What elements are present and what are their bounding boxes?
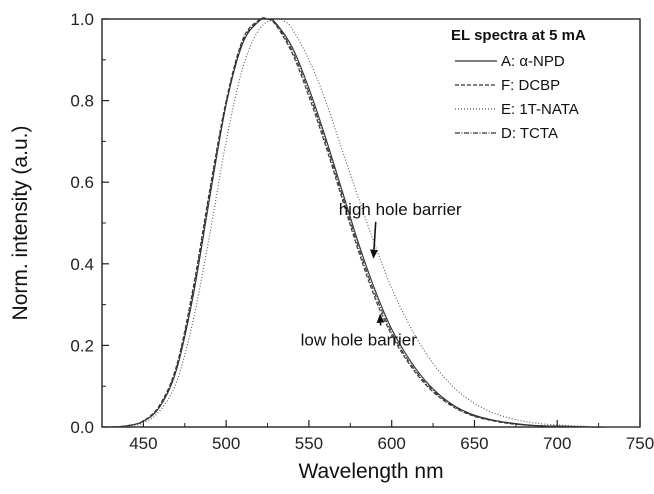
annotation-label: high hole barrier bbox=[339, 200, 462, 219]
x-axis: 450 500 550 600 650 700 750 bbox=[101, 420, 654, 453]
x-tick-label: 700 bbox=[543, 434, 571, 453]
legend-entry-label: D: TCTA bbox=[501, 125, 558, 142]
y-axis: 0.0 0.2 0.4 0.6 0.8 1.0 bbox=[70, 10, 109, 437]
x-axis-title: Wavelength nm bbox=[298, 460, 443, 483]
legend: EL spectra at 5 mA A: α-NPD F: DCBP E: 1T-… bbox=[451, 27, 586, 142]
y-tick-label: 0.0 bbox=[70, 418, 94, 437]
y-tick-label: 1.0 bbox=[70, 10, 94, 29]
series-line-4 bbox=[110, 17, 640, 428]
x-tick-label: 550 bbox=[295, 434, 323, 453]
x-tick-label: 500 bbox=[212, 434, 240, 453]
annotation-arrow bbox=[369, 221, 378, 259]
annotation-label: low hole barrier bbox=[301, 330, 418, 349]
y-tick-label: 0.6 bbox=[70, 173, 94, 192]
annotation-arrow bbox=[376, 313, 385, 326]
x-tick-label: 650 bbox=[460, 434, 488, 453]
annotation-layer: high hole barrier low hole barrier bbox=[301, 200, 462, 350]
x-tick-label: 600 bbox=[378, 434, 406, 453]
y-tick-label: 0.8 bbox=[70, 92, 94, 111]
legend-title: EL spectra at 5 mA bbox=[451, 27, 586, 44]
y-axis-title: Norm. intensity (a.u.) bbox=[9, 126, 32, 321]
y-tick-label: 0.4 bbox=[70, 255, 94, 274]
legend-entry-label: A: α-NPD bbox=[501, 53, 565, 70]
y-tick-label: 0.2 bbox=[70, 336, 94, 355]
legend-entry-label: F: DCBP bbox=[501, 77, 560, 94]
legend-entry-label: E: 1T-NATA bbox=[501, 101, 579, 118]
x-tick-label: 750 bbox=[626, 434, 654, 453]
x-tick-label: 450 bbox=[129, 434, 157, 453]
series-layer bbox=[110, 17, 640, 428]
